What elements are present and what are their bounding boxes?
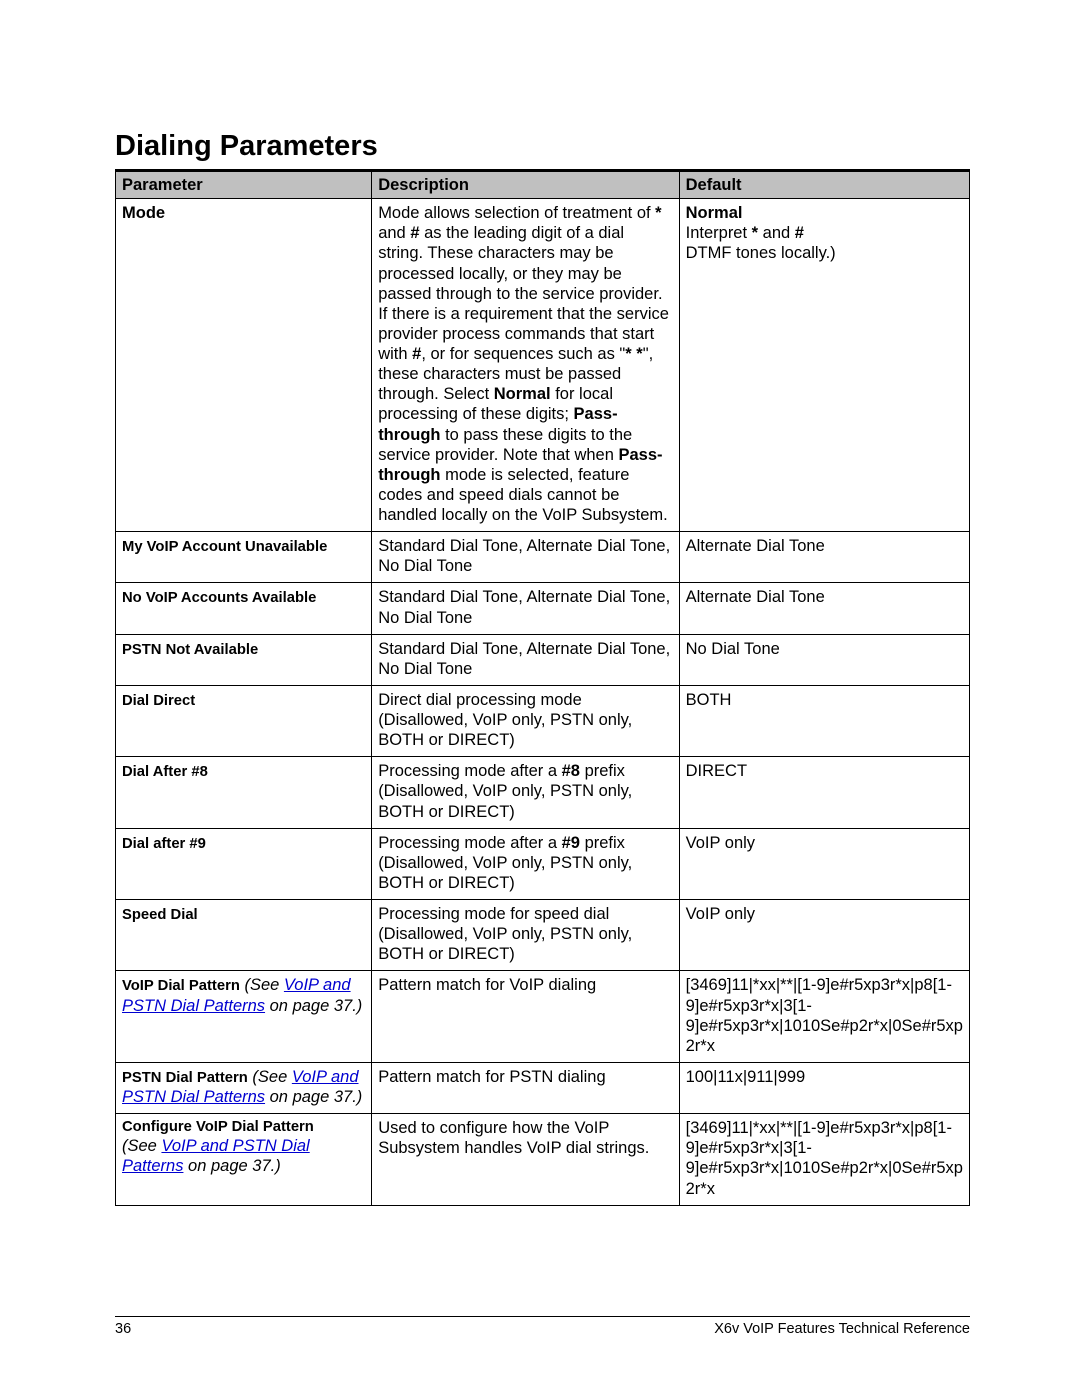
- def-pstndp: 100|11x|911|999: [679, 1062, 969, 1113]
- col-description: Description: [372, 172, 679, 199]
- def-mode: Normal Interpret * and # DTMF tones loca…: [679, 199, 969, 532]
- desc-myvoip: Standard Dial Tone, Alternate Dial Tone,…: [372, 532, 679, 583]
- table-row: Dial after #9 Processing mode after a #9…: [116, 828, 970, 899]
- desc-dialdirect: Direct dial processing mode (Disallowed,…: [372, 685, 679, 756]
- param-speed: Speed Dial: [122, 907, 198, 923]
- def-voipdp: [3469]11|*xx|**|[1-9]e#r5xp3r*x|p8[1-9]e…: [679, 971, 969, 1063]
- def-dialdirect: BOTH: [679, 685, 969, 756]
- def-novoip: Alternate Dial Tone: [679, 583, 969, 634]
- page-number: 36: [115, 1321, 131, 1337]
- table-row: My VoIP Account Unavailable Standard Dia…: [116, 532, 970, 583]
- param-confvoip: Configure VoIP Dial Pattern (See VoIP an…: [116, 1114, 372, 1206]
- def-myvoip: Alternate Dial Tone: [679, 532, 969, 583]
- table-row: Speed Dial Processing mode for speed dia…: [116, 900, 970, 971]
- desc-mode: Mode allows selection of treatment of * …: [372, 199, 679, 532]
- page-footer: 36 X6v VoIP Features Technical Reference: [115, 1316, 970, 1337]
- table-row: Dial After #8 Processing mode after a #8…: [116, 757, 970, 828]
- desc-confvoip: Used to configure how the VoIP Subsystem…: [372, 1114, 679, 1206]
- table-row: No VoIP Accounts Available Standard Dial…: [116, 583, 970, 634]
- table-header-row: Parameter Description Default: [116, 172, 970, 199]
- def-pstnna: No Dial Tone: [679, 634, 969, 685]
- desc-novoip: Standard Dial Tone, Alternate Dial Tone,…: [372, 583, 679, 634]
- desc-dial8: Processing mode after a #8 prefix (Disal…: [372, 757, 679, 828]
- desc-voipdp: Pattern match for VoIP dialing: [372, 971, 679, 1063]
- desc-dial9: Processing mode after a #9 prefix (Disal…: [372, 828, 679, 899]
- param-mode: Mode: [122, 204, 165, 222]
- col-parameter: Parameter: [116, 172, 372, 199]
- desc-pstnna: Standard Dial Tone, Alternate Dial Tone,…: [372, 634, 679, 685]
- param-pstndp: PSTN Dial Pattern (See VoIP and PSTN Dia…: [116, 1062, 372, 1113]
- def-speed: VoIP only: [679, 900, 969, 971]
- table-row: PSTN Dial Pattern (See VoIP and PSTN Dia…: [116, 1062, 970, 1113]
- page-heading: Dialing Parameters: [115, 130, 970, 163]
- param-myvoip: My VoIP Account Unavailable: [122, 539, 327, 555]
- table-row: Mode Mode allows selection of treatment …: [116, 199, 970, 532]
- table-row: PSTN Not Available Standard Dial Tone, A…: [116, 634, 970, 685]
- footer-title: X6v VoIP Features Technical Reference: [714, 1321, 970, 1337]
- col-default: Default: [679, 172, 969, 199]
- param-novoip: No VoIP Accounts Available: [122, 590, 316, 606]
- param-dial9: Dial after #9: [122, 836, 206, 852]
- desc-speed: Processing mode for speed dial (Disallow…: [372, 900, 679, 971]
- def-confvoip: [3469]11|*xx|**|[1-9]e#r5xp3r*x|p8[1-9]e…: [679, 1114, 969, 1206]
- param-dial8: Dial After #8: [122, 764, 208, 780]
- desc-pstndp: Pattern match for PSTN dialing: [372, 1062, 679, 1113]
- table-row: Configure VoIP Dial Pattern (See VoIP an…: [116, 1114, 970, 1206]
- dialing-parameters-table: Parameter Description Default Mode Mode …: [115, 171, 970, 1206]
- param-voipdp: VoIP Dial Pattern (See VoIP and PSTN Dia…: [116, 971, 372, 1063]
- def-dial9: VoIP only: [679, 828, 969, 899]
- table-row: Dial Direct Direct dial processing mode …: [116, 685, 970, 756]
- param-dialdirect: Dial Direct: [122, 693, 195, 709]
- table-row: VoIP Dial Pattern (See VoIP and PSTN Dia…: [116, 971, 970, 1063]
- param-pstnna: PSTN Not Available: [122, 642, 258, 658]
- def-dial8: DIRECT: [679, 757, 969, 828]
